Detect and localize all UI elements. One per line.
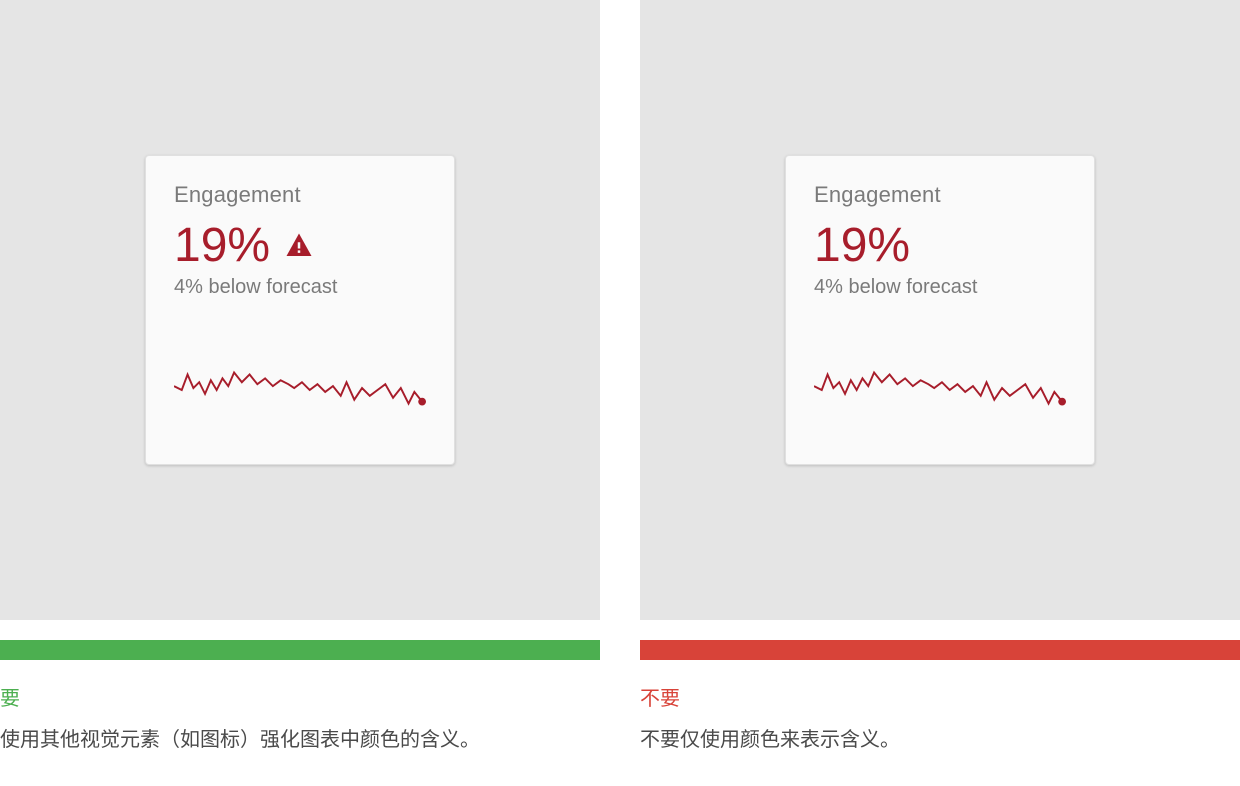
warning-icon (284, 231, 314, 261)
sparkline-path (174, 373, 422, 404)
card-subtitle: 4% below forecast (814, 276, 1066, 299)
metric-value: 19% (174, 222, 270, 270)
dont-column: Engagement 19% 4% below forecast 不要 不要仅使… (640, 0, 1240, 757)
sparkline-path (814, 373, 1062, 404)
sparkline-chart (174, 360, 426, 420)
dont-heading: 不要 (640, 682, 1240, 711)
do-example-panel: Engagement 19% 4% below forecast (0, 0, 600, 620)
do-heading: 要 (0, 682, 600, 711)
do-body-text: 使用其他视觉元素（如图标）强化图表中颜色的含义。 (0, 723, 600, 757)
do-column: Engagement 19% 4% below forecast (0, 0, 600, 757)
dont-rule-bar (640, 640, 1240, 660)
do-rule-bar (0, 640, 600, 660)
card-title: Engagement (814, 182, 1066, 208)
sparkline-end-dot (418, 398, 426, 406)
dont-body-text: 不要仅使用颜色来表示含义。 (640, 723, 1240, 757)
engagement-card-dont: Engagement 19% 4% below forecast (785, 155, 1095, 465)
sparkline-chart (814, 360, 1066, 420)
card-subtitle: 4% below forecast (174, 276, 426, 299)
engagement-card-do: Engagement 19% 4% below forecast (145, 155, 455, 465)
card-title: Engagement (174, 182, 426, 208)
sparkline-end-dot (1058, 398, 1066, 406)
dont-example-panel: Engagement 19% 4% below forecast (640, 0, 1240, 620)
metric-value: 19% (814, 222, 910, 270)
